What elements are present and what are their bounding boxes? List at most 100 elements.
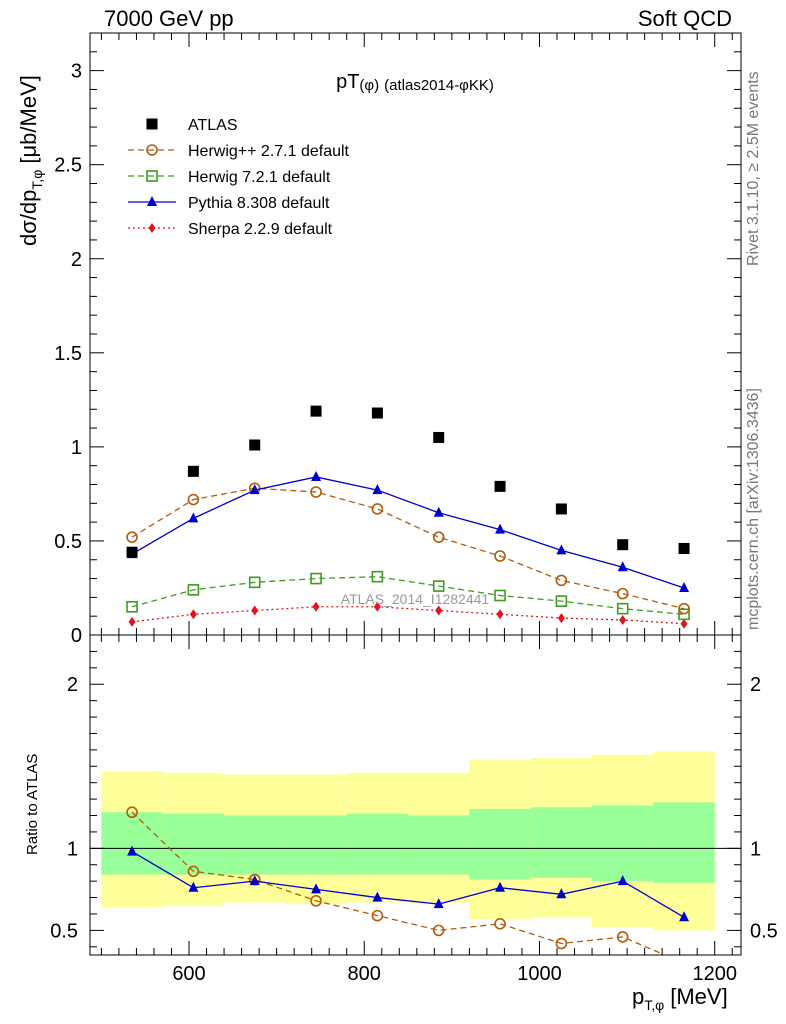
marker-open-square <box>310 572 322 585</box>
marker-open-circle <box>146 144 158 156</box>
ratio-uncertainty-bands <box>90 751 741 931</box>
marker-open-circle <box>555 574 568 587</box>
ratio-band-green <box>285 815 347 875</box>
series-line <box>131 476 685 589</box>
marker-open-circle <box>616 931 629 943</box>
y-tick-label: 3 <box>71 61 82 83</box>
main-y-axis-label: dσ/dpT,φ[μb/MeV] <box>16 75 45 246</box>
marker-open-square <box>187 584 200 596</box>
marker-open-circle <box>126 531 138 543</box>
chart-text: 600 800 1000 1200 0 0.5 1 1.5 2 2.5 3 0.5 0.5 1 1 2 2 ATL… <box>16 61 778 1013</box>
marker-triangle <box>679 581 690 592</box>
marker-triangle <box>495 881 506 892</box>
legend-entry: Pythia 8.308 default <box>128 195 330 212</box>
marker-square <box>249 439 261 451</box>
marker-square <box>555 503 567 515</box>
main-series-atlas <box>126 405 690 558</box>
x-axis-label: pT,φ [MeV] <box>632 984 728 1013</box>
x-tick-label: 600 <box>172 963 205 985</box>
ratio-y-axis-label: Ratio to ATLAS <box>24 754 41 855</box>
ratio-y-tick-label: 0.5 <box>50 920 78 942</box>
legend-label: Sherpa 2.2.9 default <box>188 221 333 238</box>
marker-diamond <box>128 616 136 627</box>
marker-open-circle <box>310 895 322 907</box>
y-tick-label: 2.5 <box>54 155 82 177</box>
marker-triangle <box>433 506 444 517</box>
ratio-band-green <box>101 812 163 875</box>
marker-triangle <box>372 891 383 902</box>
marker-open-circle <box>678 602 690 615</box>
ratio-series-pythia <box>127 845 690 922</box>
series-line <box>131 487 685 610</box>
marker-square <box>433 431 445 443</box>
marker-diamond <box>251 605 259 616</box>
marker-open-circle <box>494 550 506 562</box>
marker-open-square <box>616 602 629 615</box>
ratio-band-green <box>346 813 409 875</box>
legend-entry: Sherpa 2.2.9 default <box>128 221 333 238</box>
marker-diamond <box>312 601 320 612</box>
marker-triangle <box>188 881 199 892</box>
marker-diamond <box>557 613 565 624</box>
marker-triangle <box>188 512 199 523</box>
rivet-version-label: Rivet 3.1.10, ≥ 2.5M events <box>745 71 762 266</box>
marker-open-circle <box>616 587 629 600</box>
marker-open-square <box>494 589 506 602</box>
y-tick-label: 2 <box>71 249 82 271</box>
marker-open-circle <box>555 937 568 950</box>
marker-diamond <box>619 614 627 625</box>
ratio-band-green <box>469 808 531 880</box>
marker-open-square <box>678 608 690 621</box>
x-tick-label: 1000 <box>517 963 562 985</box>
ratio-band-green <box>592 805 654 882</box>
marker-triangle <box>311 883 322 894</box>
legend-label: Herwig++ 2.7.1 default <box>188 143 350 160</box>
marker-triangle <box>311 470 322 481</box>
marker-open-circle <box>126 806 138 819</box>
ratio-band-green <box>162 813 225 875</box>
marker-triangle <box>433 898 444 909</box>
marker-open-circle <box>310 486 322 498</box>
y-tick-label: 0.5 <box>54 531 82 553</box>
ratio-y-tick-label: 2 <box>67 674 78 696</box>
marker-triangle <box>617 875 628 886</box>
ratio-y-tick-label: 1 <box>67 838 78 860</box>
ratio-y-tick-label-right: 2 <box>750 674 761 696</box>
marker-open-circle <box>187 493 200 506</box>
marker-open-square <box>371 570 384 583</box>
marker-triangle <box>679 911 690 922</box>
marker-open-circle <box>432 924 445 937</box>
marker-square <box>494 480 506 492</box>
main-series-sherpa <box>128 601 688 629</box>
ratio-series-line <box>131 811 666 956</box>
header-collision-label: 7000 GeV pp <box>104 6 234 31</box>
legend-entry: ATLAS <box>146 117 238 134</box>
main-series-pythia <box>127 470 690 592</box>
series-line <box>131 576 685 615</box>
marker-square <box>371 407 383 419</box>
data-series <box>126 405 690 956</box>
header-process-label: Soft QCD <box>637 6 732 31</box>
ratio-series-line <box>131 851 685 918</box>
y-tick-label: 1 <box>71 437 82 459</box>
marker-square <box>187 465 199 477</box>
analysis-watermark: ATLAS_2014_I1282441 <box>341 591 490 607</box>
ratio-band-green <box>224 815 286 875</box>
legend-entry: Herwig++ 2.7.1 default <box>128 143 350 160</box>
marker-open-square <box>146 170 158 182</box>
marker-square <box>126 546 138 558</box>
series-line <box>131 606 685 625</box>
main-series-herwig <box>126 570 690 621</box>
marker-open-square <box>126 600 138 613</box>
marker-triangle <box>556 544 567 555</box>
marker-triangle <box>147 196 157 206</box>
marker-triangle <box>617 561 628 572</box>
ratio-band-green <box>530 807 593 878</box>
marker-triangle <box>249 484 260 495</box>
marker-open-circle <box>187 865 200 878</box>
marker-diamond <box>373 601 381 612</box>
legend: ATLAS Herwig++ 2.7.1 default Herwig 7.2.1 … <box>128 117 350 238</box>
x-tick-label: 1200 <box>692 963 737 985</box>
marker-open-square <box>248 576 261 589</box>
marker-open-circle <box>432 531 445 543</box>
